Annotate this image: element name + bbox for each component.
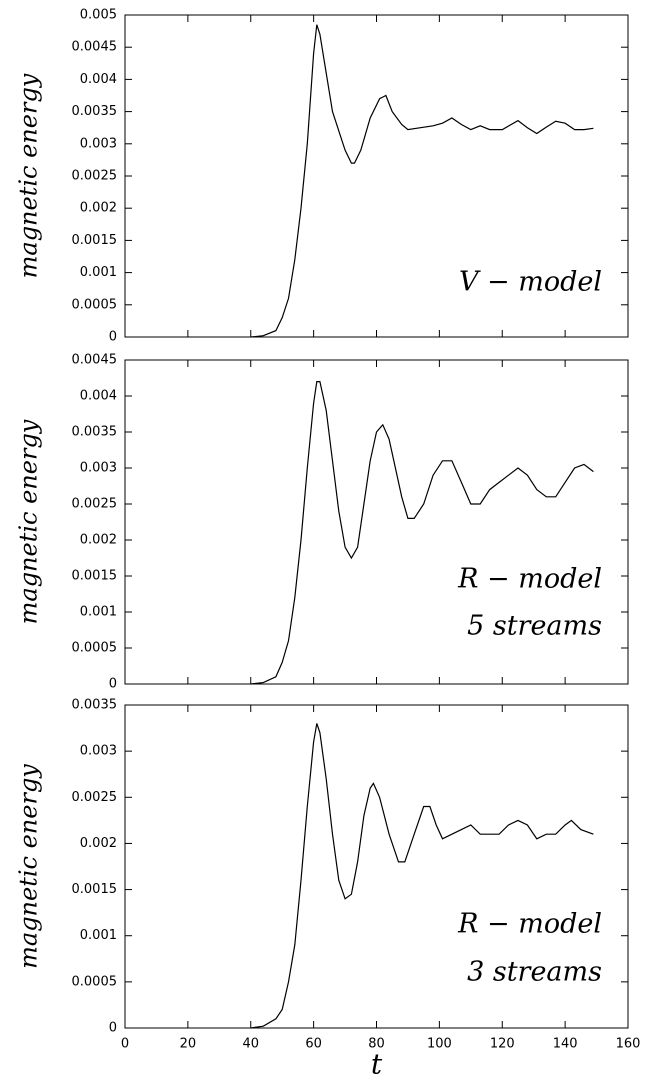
y-axis-label: magnetic energy [15,73,43,278]
y-axis-label: magnetic energy [15,764,43,969]
y-tick-label: 0.002 [80,836,117,851]
y-tick-label: 0.0005 [72,641,118,656]
x-tick-label: 120 [490,1037,515,1052]
x-tick-label: 100 [427,1037,452,1052]
y-tick-label: 0.003 [80,461,117,476]
annotation: 3 streams [467,957,602,988]
x-tick-label: 60 [305,1037,322,1052]
y-tick-label: 0.0005 [72,974,118,989]
annotation: R − model [457,909,602,940]
y-tick-label: 0.0025 [72,169,118,184]
y-tick-label: 0.0035 [72,425,118,440]
y-tick-label: 0.003 [80,744,117,759]
y-axis-label: magnetic energy [15,419,43,624]
y-tick-label: 0.003 [80,136,117,151]
y-tick-label: 0.001 [80,265,117,280]
y-tick-label: 0.0035 [72,698,118,713]
y-tick-label: 0.0005 [72,297,118,312]
y-tick-label: 0.0045 [72,40,118,55]
y-tick-label: 0.0025 [72,790,118,805]
y-tick-label: 0 [109,1021,117,1036]
y-tick-label: 0.0015 [72,569,118,584]
y-tick-label: 0.002 [80,533,117,548]
y-tick-label: 0.001 [80,605,117,620]
data-line [250,24,594,338]
x-tick-label: 20 [180,1037,197,1052]
data-line [250,381,594,685]
y-tick-label: 0.004 [80,389,117,404]
x-tick-label: 80 [368,1037,385,1052]
annotation: R − model [457,564,602,595]
x-tick-label: 160 [616,1037,641,1052]
y-tick-label: 0.005 [80,8,117,23]
y-tick-label: 0 [109,330,117,345]
x-tick-label: 40 [242,1037,259,1052]
y-tick-label: 0 [109,677,117,692]
x-tick-label: 0 [121,1037,129,1052]
x-axis-label: t [371,1048,383,1081]
y-tick-label: 0.0015 [72,233,118,248]
annotation: 5 streams [467,611,602,642]
y-tick-label: 0.0025 [72,497,118,512]
y-tick-label: 0.0045 [72,353,118,368]
y-tick-label: 0.0015 [72,882,118,897]
y-tick-label: 0.002 [80,201,117,216]
y-tick-label: 0.001 [80,928,117,943]
annotation: V − model [459,267,602,298]
data-line [250,723,594,1029]
y-tick-label: 0.004 [80,72,117,87]
y-tick-label: 0.0035 [72,104,118,119]
x-tick-label: 140 [553,1037,578,1052]
